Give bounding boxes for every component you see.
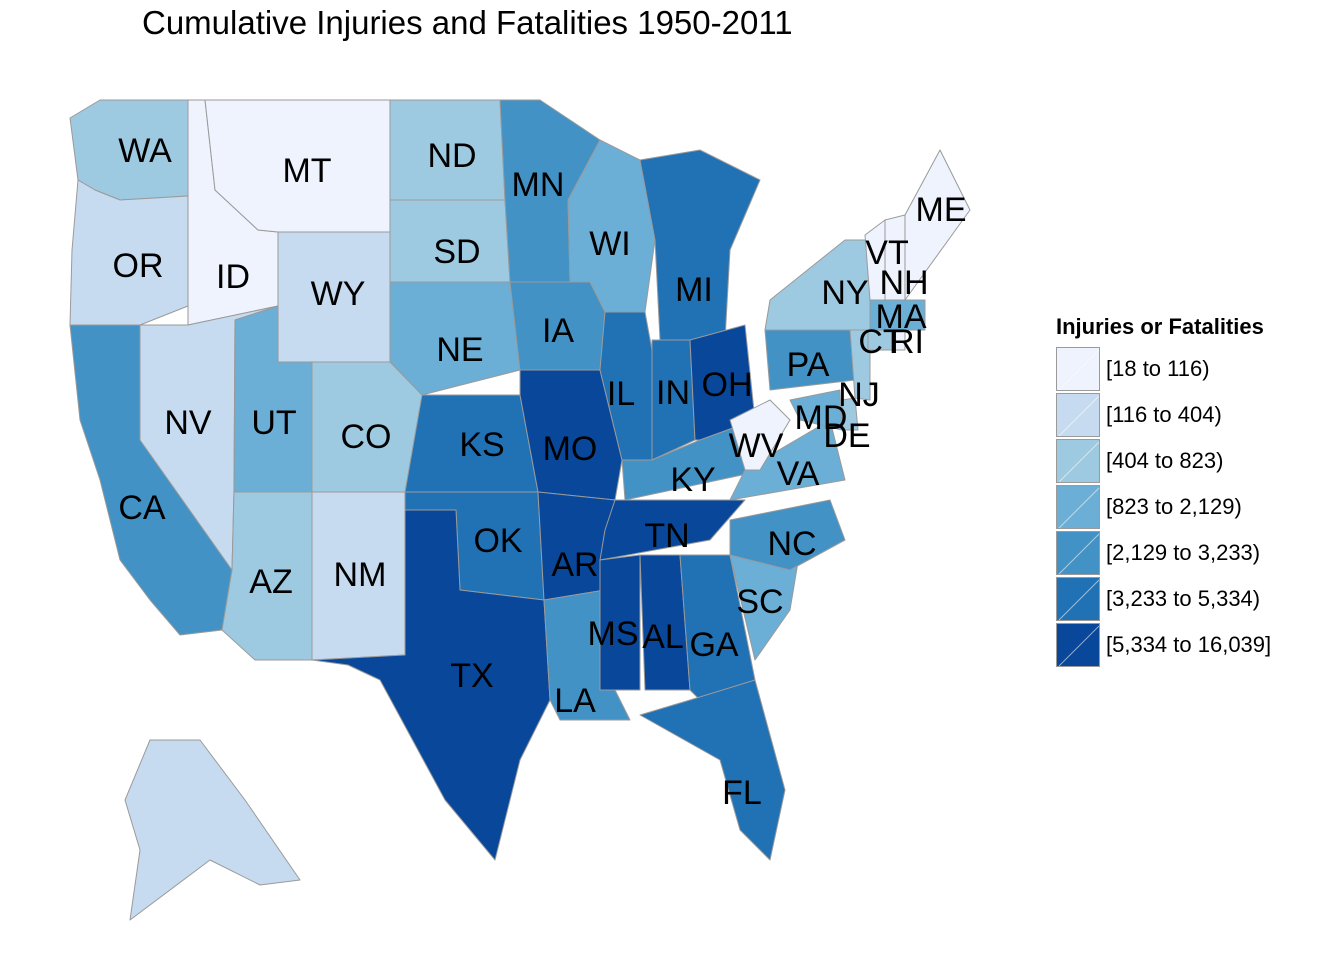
state-tx bbox=[311, 509, 551, 861]
state-label-md: MD bbox=[795, 399, 848, 437]
state-label-sd: SD bbox=[433, 233, 480, 271]
state-nc bbox=[729, 499, 846, 571]
state-ms bbox=[599, 554, 641, 691]
legend-label: [404 to 823) bbox=[1106, 448, 1224, 473]
state-label-tn: TN bbox=[644, 517, 689, 555]
legend-swatch bbox=[1056, 577, 1100, 621]
state-label-ma: MA bbox=[876, 298, 927, 336]
legend-label: [823 to 2,129) bbox=[1106, 494, 1242, 519]
state-label-in: IN bbox=[656, 374, 690, 412]
state-me bbox=[904, 149, 971, 301]
state-label-la: LA bbox=[554, 682, 596, 720]
state-label-ri: RI bbox=[890, 323, 924, 361]
legend-swatch bbox=[1056, 623, 1100, 667]
legend-item: [404 to 823) bbox=[1056, 438, 1271, 484]
state-label-mi: MI bbox=[675, 271, 713, 309]
state-label-id: ID bbox=[216, 258, 250, 296]
state-label-ar: AR bbox=[551, 546, 598, 584]
state-label-mn: MN bbox=[512, 166, 565, 204]
state-label-oh: OH bbox=[702, 366, 753, 404]
state-label-sc: SC bbox=[736, 583, 783, 621]
state-ma bbox=[869, 299, 926, 331]
state-label-ne: NE bbox=[436, 331, 483, 369]
state-label-nv: NV bbox=[164, 404, 212, 442]
state-wv bbox=[729, 399, 791, 471]
state-label-wv: WV bbox=[729, 427, 784, 465]
state-label-al: AL bbox=[642, 618, 684, 656]
state-mi bbox=[639, 149, 761, 341]
state-de bbox=[841, 397, 859, 431]
state-label-ms: MS bbox=[588, 615, 639, 653]
state-label-ny: NY bbox=[821, 274, 868, 312]
legend-item: [823 to 2,129) bbox=[1056, 484, 1271, 530]
state-label-nd: ND bbox=[427, 137, 476, 175]
legend-item: [3,233 to 5,334) bbox=[1056, 576, 1271, 622]
state-label-tx: TX bbox=[450, 657, 493, 695]
legend-label: [5,334 to 16,039] bbox=[1106, 632, 1272, 657]
state-label-or: OR bbox=[113, 247, 164, 285]
state-label-ok: OK bbox=[473, 522, 522, 560]
state-label-wi: WI bbox=[589, 225, 631, 263]
legend: Injuries or Fatalities [18 to 116) [116 t… bbox=[1056, 314, 1271, 668]
legend-item: [5,334 to 16,039] bbox=[1056, 622, 1271, 668]
state-label-ks: KS bbox=[459, 426, 504, 464]
legend-swatch bbox=[1056, 393, 1100, 437]
state-label-co: CO bbox=[341, 418, 392, 456]
legend-rows: [18 to 116) [116 to 404) [404 to 823) [823 … bbox=[1056, 346, 1271, 668]
state-label-va: VA bbox=[777, 455, 820, 493]
legend-item: [2,129 to 3,233) bbox=[1056, 530, 1271, 576]
state-label-nc: NC bbox=[767, 525, 816, 563]
state-labels: WA OR CA ID NV MT WY UT AZ CO NM ND SD NE KS OK TX MN IA MO… bbox=[113, 132, 967, 812]
state-label-nj: NJ bbox=[838, 376, 880, 414]
legend-label: [2,129 to 3,233) bbox=[1106, 540, 1261, 565]
state-label-nh: NH bbox=[879, 264, 928, 302]
state-tn bbox=[599, 499, 746, 561]
legend-swatch bbox=[1056, 531, 1100, 575]
legend-swatch bbox=[1056, 485, 1100, 529]
legend-item: [116 to 404) bbox=[1056, 392, 1271, 438]
legend-swatch bbox=[1056, 347, 1100, 391]
legend-title: Injuries or Fatalities bbox=[1056, 314, 1264, 339]
legend-label: [3,233 to 5,334) bbox=[1106, 586, 1261, 611]
state-label-wy: WY bbox=[311, 275, 366, 313]
state-label-pa: PA bbox=[787, 346, 830, 384]
state-label-me: ME bbox=[916, 191, 967, 229]
state-label-nm: NM bbox=[334, 556, 387, 594]
legend-item: [18 to 116) bbox=[1056, 346, 1271, 392]
state-label-mo: MO bbox=[543, 430, 598, 468]
state-label-ga: GA bbox=[689, 626, 738, 664]
state-ne bbox=[389, 281, 521, 396]
state-ak bbox=[124, 739, 301, 921]
map-title: Cumulative Injuries and Fatalities 1950-… bbox=[142, 4, 793, 41]
state-label-ca: CA bbox=[118, 489, 166, 527]
state-label-wa: WA bbox=[118, 132, 172, 170]
state-label-de: DE bbox=[823, 417, 870, 455]
legend-swatch bbox=[1056, 439, 1100, 483]
state-va bbox=[729, 419, 846, 501]
state-label-vt: VT bbox=[865, 234, 908, 272]
state-fl bbox=[639, 679, 786, 861]
state-shapes bbox=[69, 99, 971, 921]
state-label-fl: FL bbox=[722, 774, 762, 812]
state-label-ia: IA bbox=[542, 312, 574, 350]
state-label-mt: MT bbox=[282, 152, 331, 190]
state-label-ky: KY bbox=[670, 461, 715, 499]
legend-label: [18 to 116) bbox=[1106, 356, 1210, 381]
state-label-az: AZ bbox=[249, 563, 292, 601]
state-label-ct: CT bbox=[858, 323, 903, 361]
state-label-ut: UT bbox=[251, 404, 296, 442]
legend-label: [116 to 404) bbox=[1106, 402, 1222, 427]
state-label-il: IL bbox=[607, 375, 635, 413]
